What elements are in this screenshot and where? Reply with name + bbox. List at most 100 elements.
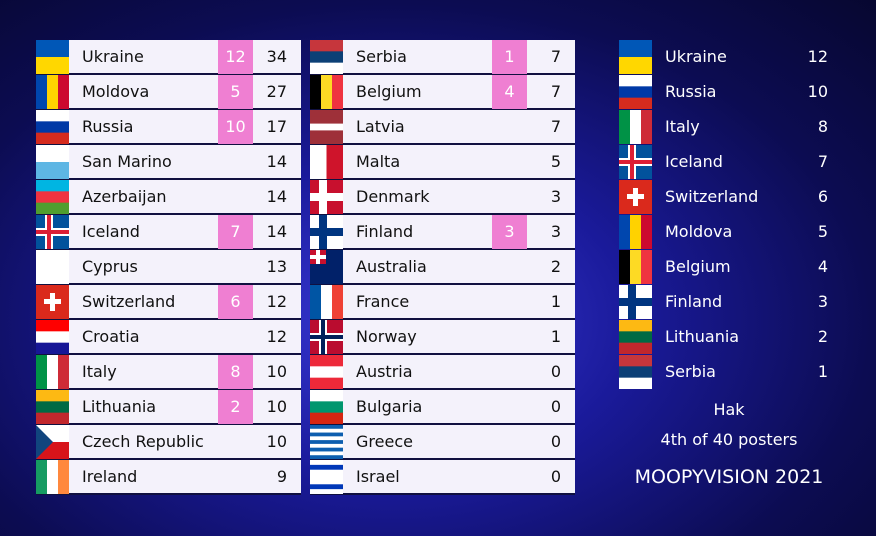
country-name: Bulgaria <box>356 397 423 416</box>
scoreboard-row: Azerbaijan 14 <box>36 180 301 215</box>
scoreboard-row: Norway 1 <box>310 320 575 355</box>
flag <box>619 285 652 319</box>
points-given: 4 <box>817 257 828 276</box>
flag <box>36 460 69 494</box>
country-name: Switzerland <box>665 187 759 206</box>
country-name: Latvia <box>356 117 405 136</box>
country-name: Austria <box>356 362 413 381</box>
total-points: 12 <box>266 292 287 311</box>
total-points: 1 <box>550 327 561 346</box>
vote-row: Lithuania 2 <box>619 320 834 354</box>
scoreboard-row: Latvia 7 <box>310 110 575 145</box>
flag <box>36 180 69 214</box>
scoreboard-row: Italy 8 10 <box>36 355 301 390</box>
total-points: 10 <box>266 397 287 416</box>
flag <box>36 390 69 424</box>
total-points: 14 <box>266 152 287 171</box>
country-name: Israel <box>356 467 400 486</box>
points-received: 6 <box>218 285 253 319</box>
total-points: 14 <box>266 222 287 241</box>
scoreboard-row: Austria 0 <box>310 355 575 390</box>
total-points: 27 <box>266 82 287 101</box>
country-name: France <box>356 292 410 311</box>
flag <box>310 215 343 249</box>
total-points: 34 <box>266 47 287 66</box>
country-name: Ireland <box>82 467 138 486</box>
country-name: Moldova <box>82 82 150 101</box>
country-name: Denmark <box>356 187 430 206</box>
country-name: Ukraine <box>665 47 727 66</box>
vote-row: Russia 10 <box>619 75 834 109</box>
flag <box>36 425 69 459</box>
points-received: 8 <box>218 355 253 389</box>
flag <box>310 460 343 494</box>
total-points: 10 <box>266 362 287 381</box>
total-points: 10 <box>266 432 287 451</box>
country-name: Norway <box>356 327 417 346</box>
total-points: 0 <box>550 397 561 416</box>
country-name: Cyprus <box>82 257 138 276</box>
flag <box>36 145 69 179</box>
vote-row: Iceland 7 <box>619 145 834 179</box>
country-name: Switzerland <box>82 292 176 311</box>
flag <box>619 215 652 249</box>
scoreboard-row: Belgium 4 7 <box>310 75 575 110</box>
flag <box>619 75 652 109</box>
scoreboard-row: Czech Republic 10 <box>36 425 301 460</box>
points-given: 7 <box>817 152 828 171</box>
flag <box>36 40 69 74</box>
flag <box>36 250 69 284</box>
country-name: Russia <box>665 82 717 101</box>
flag <box>36 75 69 109</box>
scoreboard-row: Malta 5 <box>310 145 575 180</box>
flag <box>619 320 652 354</box>
scoreboard-row: Serbia 1 7 <box>310 40 575 75</box>
total-points: 14 <box>266 187 287 206</box>
points-given: 1 <box>817 362 828 381</box>
points-received: 10 <box>218 110 253 144</box>
points-given: 5 <box>817 222 828 241</box>
vote-row: Moldova 5 <box>619 215 834 249</box>
country-name: Finland <box>356 222 414 241</box>
show-title: MOOPYVISION 2021 <box>634 466 824 488</box>
points-received: 12 <box>218 40 253 74</box>
points-given: 3 <box>817 292 828 311</box>
total-points: 2 <box>550 257 561 276</box>
total-points: 9 <box>276 467 287 486</box>
country-name: Serbia <box>356 47 407 66</box>
scoreboard-row: Croatia 12 <box>36 320 301 355</box>
country-name: Italy <box>665 117 700 136</box>
flag <box>619 110 652 144</box>
country-name: San Marino <box>82 152 172 171</box>
scoreboard-row: Denmark 3 <box>310 180 575 215</box>
scoreboard-row: Israel 0 <box>310 460 575 495</box>
scoreboard-row: Iceland 7 14 <box>36 215 301 250</box>
flag <box>619 40 652 74</box>
flag <box>310 390 343 424</box>
country-name: Serbia <box>665 362 716 381</box>
total-points: 0 <box>550 467 561 486</box>
points-given: 2 <box>817 327 828 346</box>
total-points: 1 <box>550 292 561 311</box>
flag <box>619 145 652 179</box>
scoreboard-row: Ireland 9 <box>36 460 301 495</box>
scoreboard-row: Australia 2 <box>310 250 575 285</box>
points-received: 7 <box>218 215 253 249</box>
voter-rank: 4th of 40 posters <box>660 430 798 449</box>
points-received: 4 <box>492 75 527 109</box>
country-name: Iceland <box>665 152 723 171</box>
vote-row: Serbia 1 <box>619 355 834 389</box>
flag <box>36 355 69 389</box>
country-name: Azerbaijan <box>82 187 167 206</box>
points-received: 1 <box>492 40 527 74</box>
scoreboard-row: Lithuania 2 10 <box>36 390 301 425</box>
total-points: 12 <box>266 327 287 346</box>
scoreboard-row: Greece 0 <box>310 425 575 460</box>
total-points: 7 <box>550 82 561 101</box>
country-name: Moldova <box>665 222 733 241</box>
country-name: Belgium <box>356 82 422 101</box>
total-points: 5 <box>550 152 561 171</box>
scoreboard-row: France 1 <box>310 285 575 320</box>
vote-row: Switzerland 6 <box>619 180 834 214</box>
